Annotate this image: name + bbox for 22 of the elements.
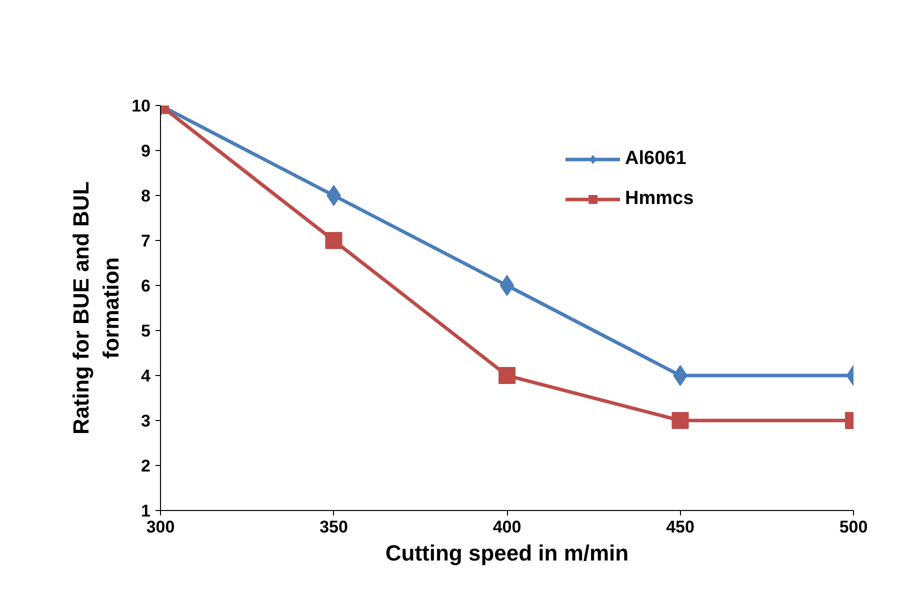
- point: [325, 232, 342, 249]
- y-tick-label: 9: [141, 142, 151, 160]
- y-tick-label: 8: [141, 186, 151, 206]
- y-tick-label: 10: [132, 96, 151, 116]
- x-axis-title: Cutting speed in m/min: [385, 540, 629, 566]
- y-tick-label: 3: [141, 412, 151, 430]
- y-tick-label: 5: [141, 322, 151, 340]
- legend-label: Hmmcs: [625, 188, 694, 210]
- point: [500, 275, 514, 296]
- y-axis-title: Rating for BUE and BUL formation: [68, 181, 124, 434]
- y-tick-label: 4: [141, 366, 152, 386]
- y-tick-label: 2: [141, 456, 151, 476]
- point: [498, 367, 516, 384]
- y-tick-label: 6: [141, 276, 151, 296]
- x-tick-label: 500: [839, 518, 868, 536]
- x-tick-label: 350: [320, 518, 348, 536]
- y-tick-label: 7: [141, 232, 151, 250]
- y-tick-label: 1: [141, 502, 151, 520]
- x-tick-label: 450: [666, 518, 694, 536]
- x-tick-label: 300: [146, 518, 175, 536]
- x-tick-label: 400: [492, 518, 522, 536]
- legend-label: Al6061: [625, 148, 686, 170]
